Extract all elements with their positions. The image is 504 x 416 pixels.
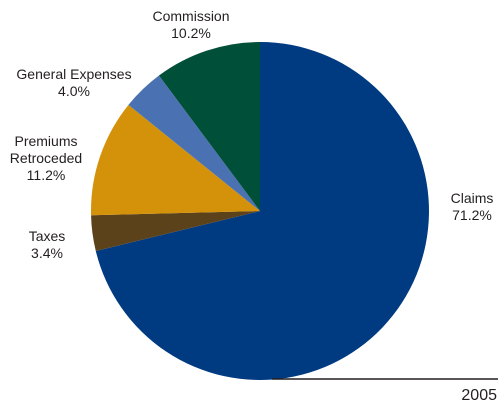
slice-name-text: Claims — [451, 190, 494, 206]
slice-label-commission: Commission 10.2% — [152, 8, 229, 41]
slice-taxes — [91, 211, 260, 251]
slice-value-text: 3.4% — [31, 245, 63, 261]
slice-general-expenses — [128, 75, 260, 211]
pie-slices — [90, 42, 429, 380]
slice-value-text: 10.2% — [171, 25, 211, 41]
slice-label-premiums-retroceded: Premiums Retroceded 11.2% — [10, 133, 82, 183]
slice-value-text: 71.2% — [452, 207, 492, 223]
year-label: 2005 — [461, 387, 497, 404]
slice-value-text: 4.0% — [58, 83, 90, 99]
slice-label-general-expenses: General Expenses 4.0% — [16, 66, 131, 99]
slice-commission — [158, 42, 260, 211]
slice-premiums-retroceded — [90, 104, 260, 216]
slice-name-text: Retroceded — [10, 150, 82, 166]
slice-value-text: 11.2% — [27, 167, 66, 183]
slice-name-text: Premiums — [14, 133, 77, 149]
slice-name-text: Commission — [152, 8, 229, 24]
slice-claims — [95, 42, 429, 380]
slice-label-taxes: Taxes 3.4% — [29, 228, 66, 261]
slice-label-claims: Claims 71.2% — [451, 190, 494, 223]
slice-name-text: General Expenses — [16, 66, 131, 82]
slice-name-text: Taxes — [29, 228, 66, 244]
slice-labels: Claims 71.2% Taxes 3.4% Premiums Retroceded 11… — [10, 8, 494, 261]
